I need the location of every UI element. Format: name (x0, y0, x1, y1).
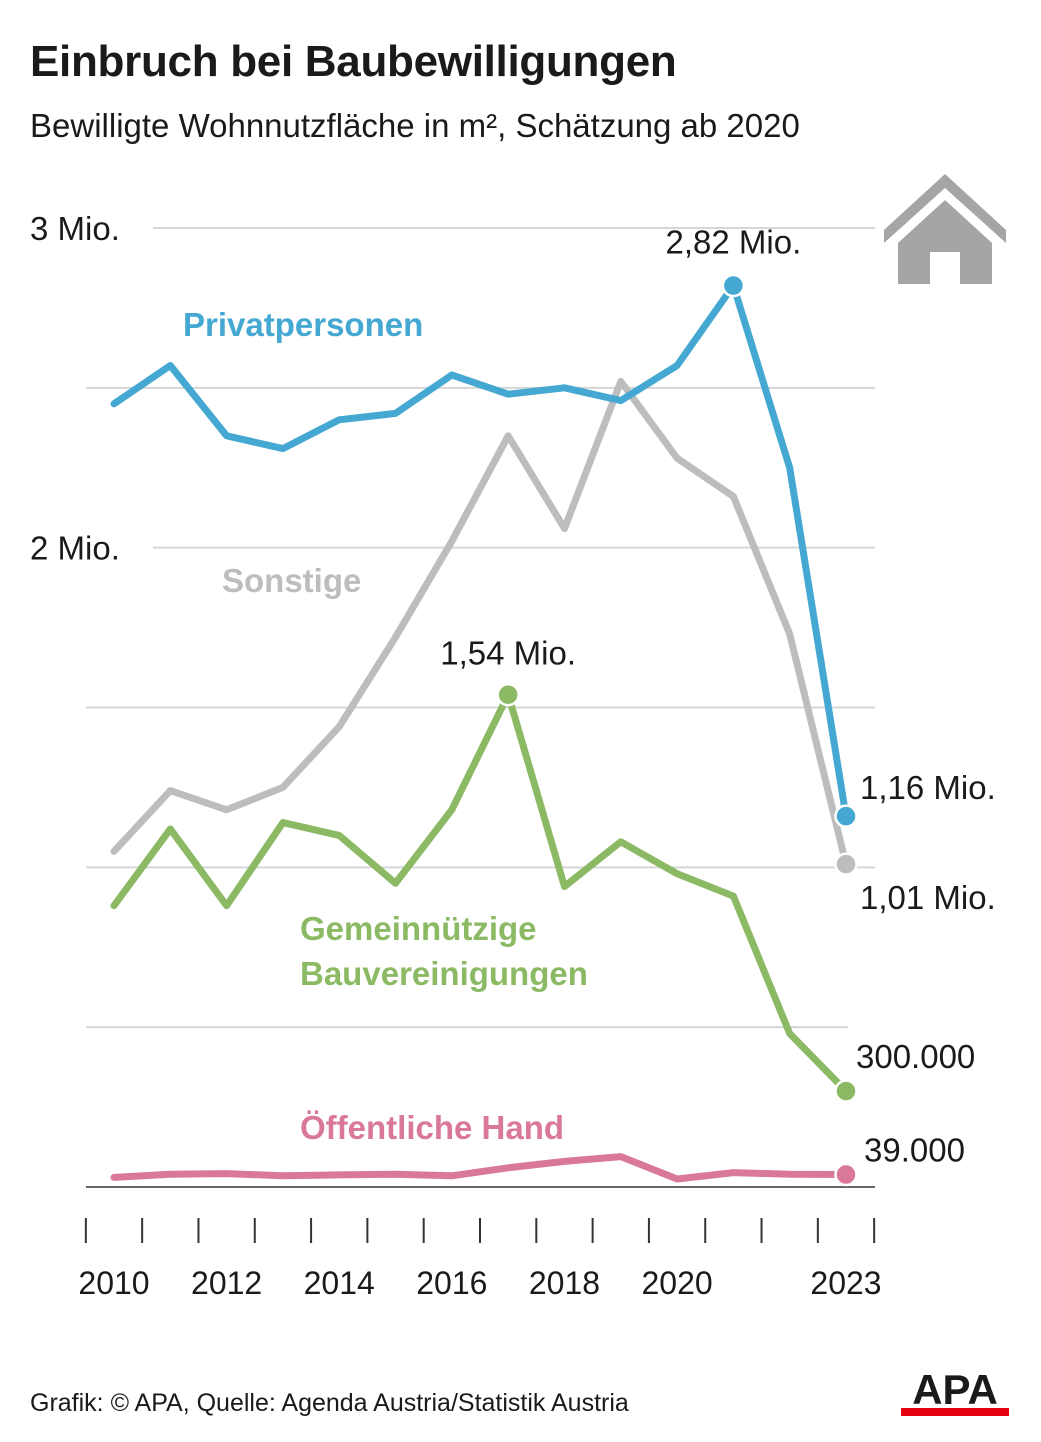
series-label-oeffentliche: Öffentliche Hand (300, 1109, 564, 1146)
series-lines (110, 273, 858, 1187)
data-point-privatpersonen (834, 804, 858, 828)
source-credit: Grafik: © APA, Quelle: Agenda Austria/St… (30, 1389, 629, 1417)
x-axis (84, 1218, 876, 1243)
series-label-gemeinnuetzige: Gemeinnützige (300, 910, 537, 947)
x-tick-label: 2016 (416, 1265, 487, 1301)
data-label: 1,54 Mio. (440, 635, 576, 672)
house-icon (884, 174, 1006, 284)
series-line-gemeinnuetzige (110, 691, 850, 1095)
data-point-gemeinnuetzige (496, 682, 520, 707)
series-label-privatpersonen: Privatpersonen (183, 306, 423, 343)
x-tick-label: 2023 (810, 1265, 881, 1301)
svg-text:APA: APA (912, 1368, 998, 1413)
data-label: 2,82 Mio. (666, 224, 802, 261)
series-label-gemeinnuetzige: Bauvereinigungen (300, 955, 588, 992)
chart-title: Einbruch bei Baubewilligungen (30, 37, 677, 86)
data-point-privatpersonen (721, 273, 746, 298)
data-label: 1,01 Mio. (860, 879, 996, 916)
series-label-sonstige: Sonstige (222, 562, 361, 599)
chart-labels: 3 Mio. 2 Mio. 2010 2012 2014 2016 2018 2020 2023… (30, 210, 996, 1301)
data-label: 39.000 (864, 1132, 965, 1169)
x-tick-label: 2010 (78, 1265, 149, 1301)
data-label: 1,16 Mio. (860, 769, 996, 806)
y-tick-label: 3 Mio. (30, 210, 120, 247)
x-tick-label: 2020 (641, 1265, 712, 1301)
apa-logo: APA (901, 1368, 1009, 1416)
x-tick-label: 2012 (191, 1265, 262, 1301)
data-point-oeffentliche (834, 1162, 858, 1187)
chart-subtitle: Bewilligte Wohnnutzfläche in m², Schätzu… (30, 107, 800, 144)
y-tick-label: 2 Mio. (30, 530, 120, 567)
series-line-privatpersonen (110, 282, 850, 820)
data-point-sonstige (834, 852, 858, 876)
data-label: 300.000 (856, 1038, 975, 1075)
x-tick-label: 2014 (304, 1265, 375, 1301)
series-line-oeffentliche (110, 1153, 850, 1183)
series-line-sonstige (110, 377, 850, 868)
data-point-gemeinnuetzige (834, 1079, 858, 1103)
x-tick-label: 2018 (529, 1265, 600, 1301)
